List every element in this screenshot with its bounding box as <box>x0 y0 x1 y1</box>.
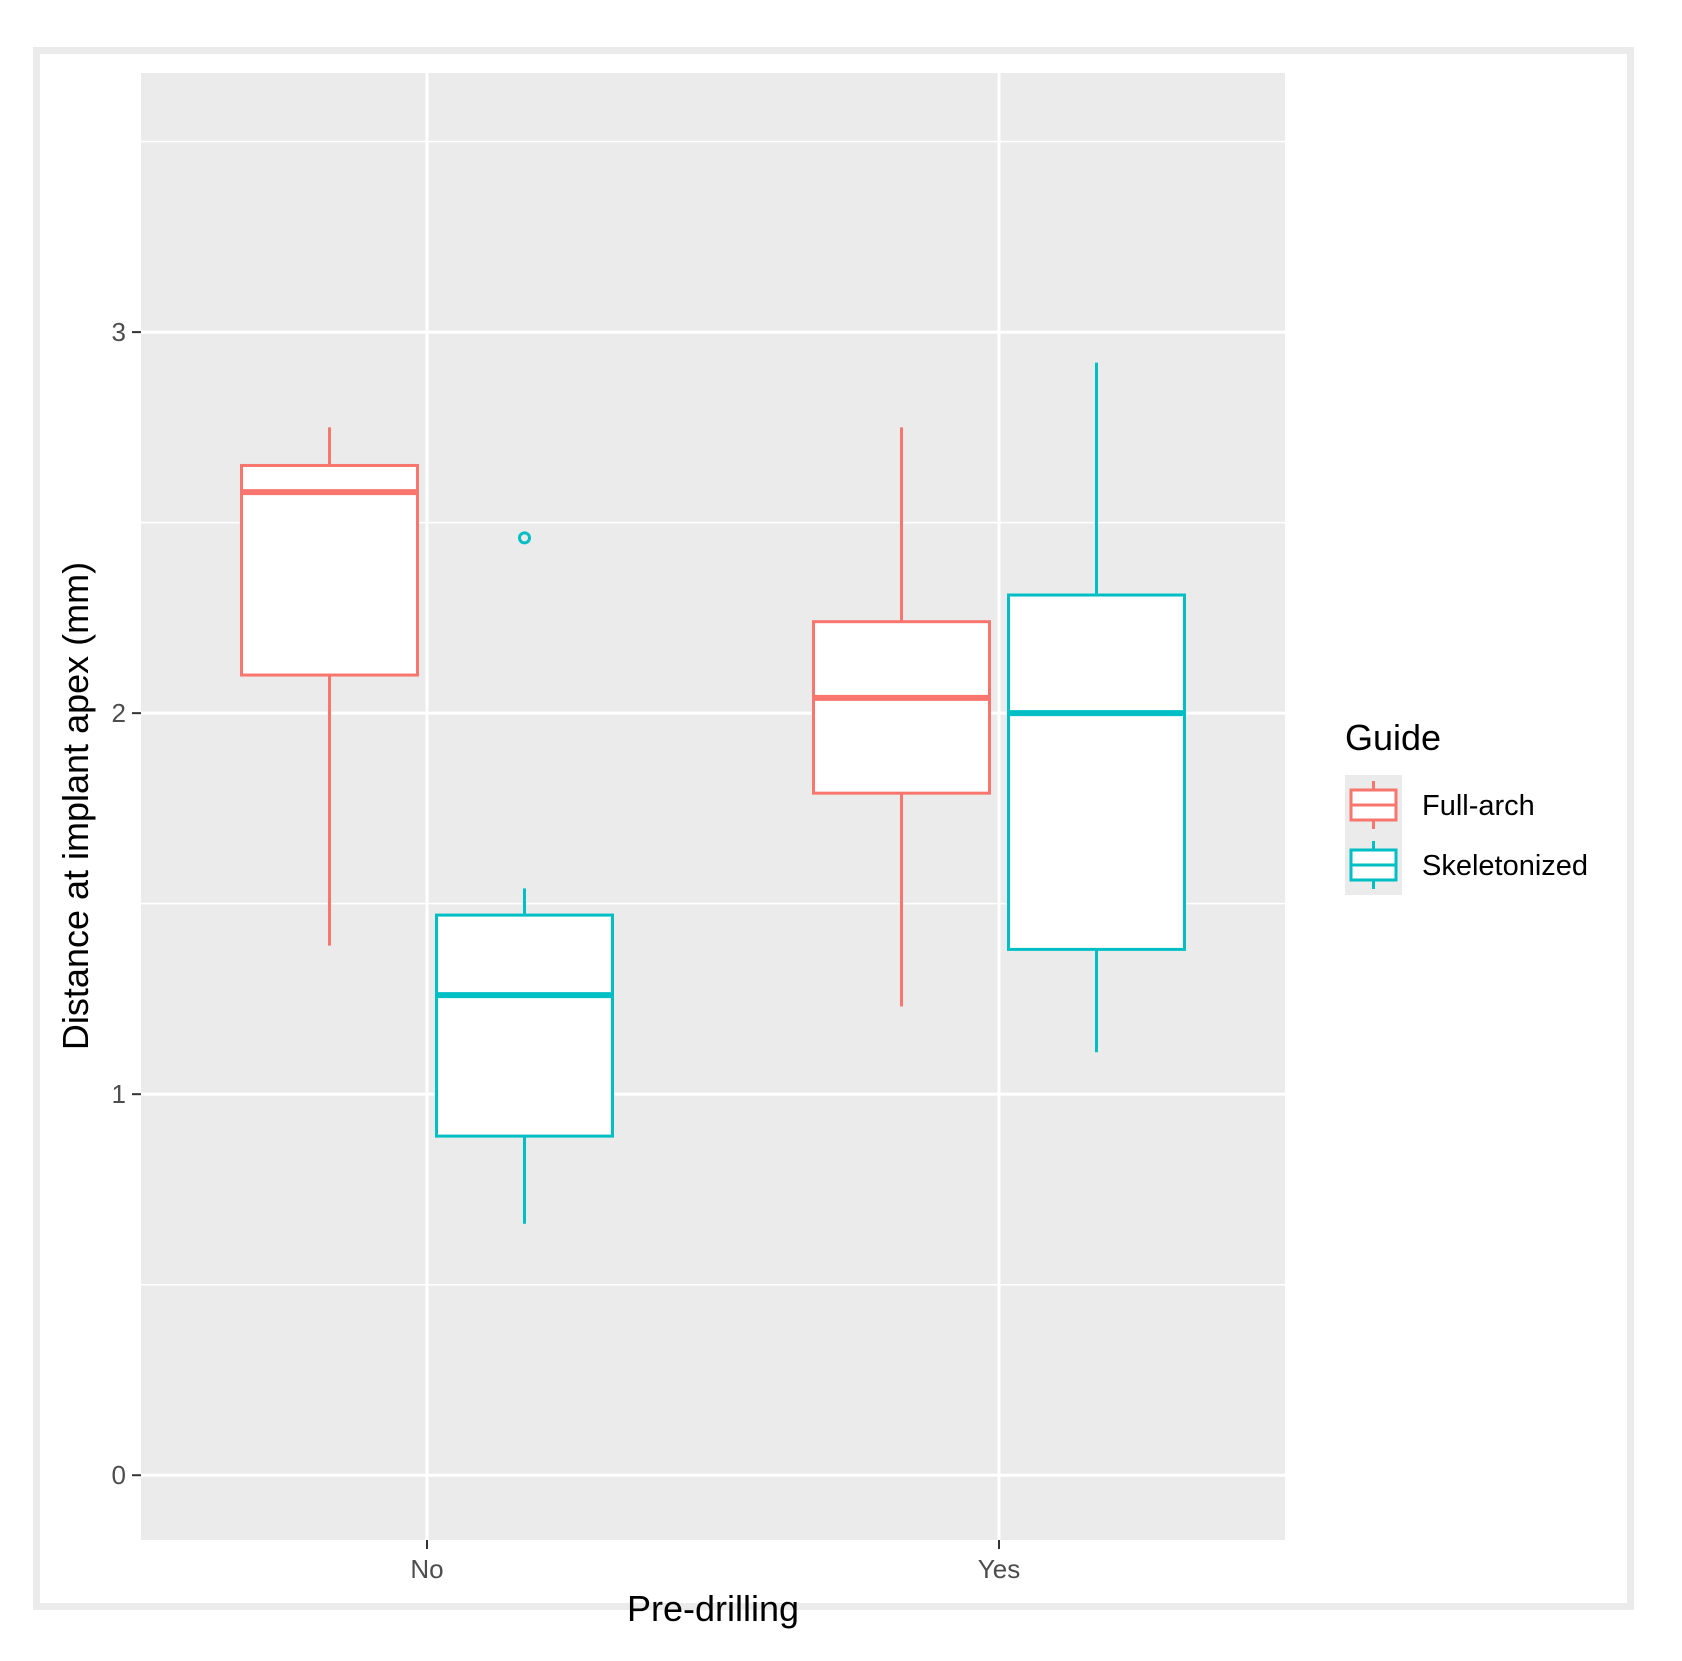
outlier-point <box>518 531 531 545</box>
legend-item-skeletonized: Skeletonized <box>1345 835 1588 895</box>
box-iqr <box>435 913 614 1138</box>
box-skeletonized-yes <box>1007 362 1186 1053</box>
box-full-arch-yes <box>812 427 991 1007</box>
box-full-arch-no <box>240 427 419 946</box>
y-axis-title: Distance at implant apex (mm) <box>55 562 96 1050</box>
legend-label: Full-arch <box>1422 790 1535 822</box>
box-iqr <box>240 463 419 677</box>
box-iqr <box>812 620 991 795</box>
box-iqr <box>1007 593 1186 951</box>
x-axis: No Yes <box>410 1540 1020 1584</box>
x-tick-label: Yes <box>978 1554 1020 1584</box>
legend-label: Skeletonized <box>1422 850 1588 882</box>
major-gridlines <box>141 73 1285 1540</box>
y-axis: 0 1 2 3 <box>112 317 141 1490</box>
box-skeletonized-no <box>435 531 614 1224</box>
legend: Guide Full-arch Skeletonized <box>1345 717 1588 895</box>
legend-item-full-arch: Full-arch <box>1345 775 1535 835</box>
y-tick-label: 1 <box>112 1079 126 1109</box>
x-tick-label: No <box>410 1554 443 1584</box>
x-axis-title: Pre-drilling <box>627 1588 799 1629</box>
legend-title: Guide <box>1345 717 1441 758</box>
box-series <box>240 362 1186 1224</box>
y-tick-label: 2 <box>112 698 126 728</box>
y-tick-label: 3 <box>112 317 126 347</box>
y-tick-label: 0 <box>112 1460 126 1490</box>
